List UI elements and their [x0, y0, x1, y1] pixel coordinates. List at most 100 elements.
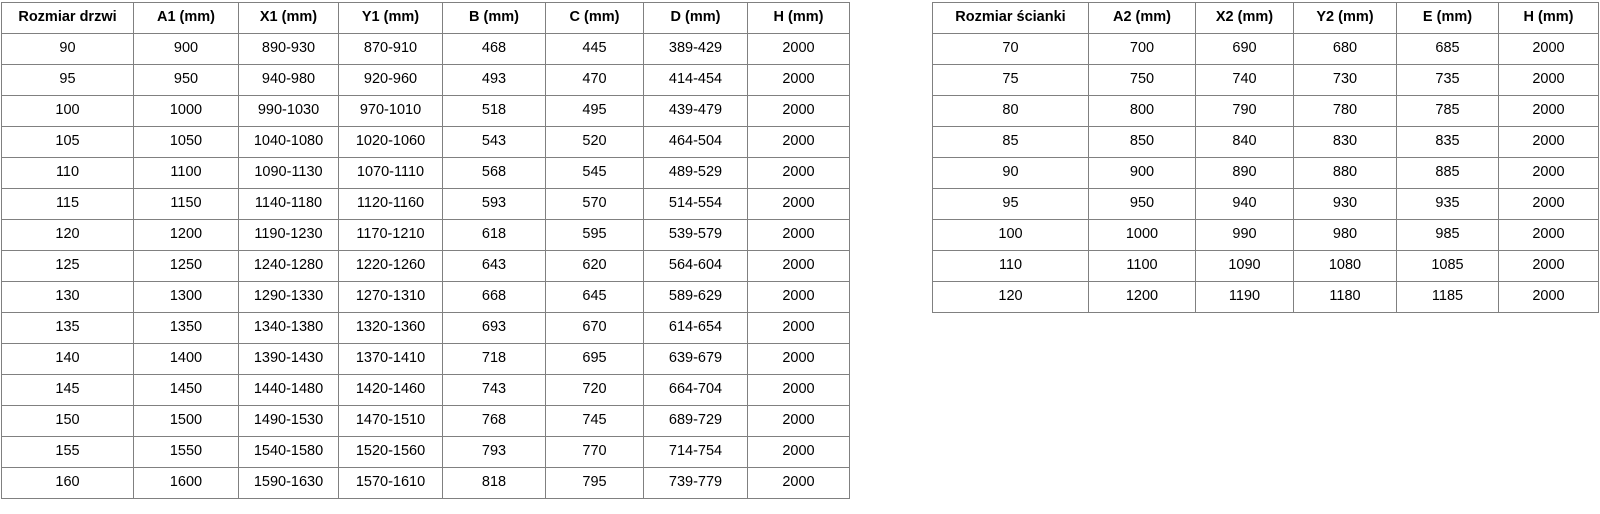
table-cell: 120	[1, 219, 134, 251]
table-row: 90 900 890-930 870-910 468 445 389-429 2000	[1, 33, 850, 65]
table-cell: 770	[545, 436, 644, 468]
table-cell: 115	[1, 188, 134, 220]
table-cell: 2000	[747, 64, 850, 96]
table-cell: 545	[545, 157, 644, 189]
table-cell: 2000	[747, 312, 850, 344]
table-cell: 690	[1195, 33, 1294, 65]
table-cell: 680	[1293, 33, 1397, 65]
column-header: Rozmiar ścianki	[932, 2, 1089, 34]
table-cell: 990	[1195, 219, 1294, 251]
table-cell: 595	[545, 219, 644, 251]
wall-table-body: 70 700 690 680 685 2000 75 750 740 730 735 2000 80 80…	[932, 33, 1599, 313]
table-cell: 685	[1396, 33, 1499, 65]
table-cell: 589-629	[643, 281, 748, 313]
table-cell: 1470-1510	[338, 405, 443, 437]
table-cell: 870-910	[338, 33, 443, 65]
table-cell: 1200	[133, 219, 239, 251]
table-row: 110 1100 1090 1080 1085 2000	[932, 250, 1599, 282]
table-cell: 614-654	[643, 312, 748, 344]
table-cell: 818	[442, 467, 546, 499]
table-cell: 693	[442, 312, 546, 344]
table-cell: 980	[1293, 219, 1397, 251]
column-header: B (mm)	[442, 2, 546, 34]
table-cell: 880	[1293, 157, 1397, 189]
table-cell: 985	[1396, 219, 1499, 251]
table-row: 90 900 890 880 885 2000	[932, 157, 1599, 189]
table-row: 85 850 840 830 835 2000	[932, 126, 1599, 158]
column-header: X2 (mm)	[1195, 2, 1294, 34]
column-header: Rozmiar drzwi	[1, 2, 134, 34]
table-cell: 1080	[1293, 250, 1397, 282]
table-cell: 1600	[133, 467, 239, 499]
door-dimension-table: Rozmiar drzwi A1 (mm) X1 (mm) Y1 (mm) B (mm)…	[1, 2, 850, 499]
table-row: 105 1050 1040-1080 1020-1060 543 520 464-504 20…	[1, 126, 850, 158]
table-cell: 100	[932, 219, 1089, 251]
table-cell: 1070-1110	[338, 157, 443, 189]
table-cell: 1090-1130	[238, 157, 339, 189]
wall-panel-dimension-table: Rozmiar ścianki A2 (mm) X2 (mm) Y2 (mm) E (m…	[932, 2, 1599, 313]
table-cell: 830	[1293, 126, 1397, 158]
table-cell: 1170-1210	[338, 219, 443, 251]
table-cell: 743	[442, 374, 546, 406]
table-cell: 1020-1060	[338, 126, 443, 158]
table-cell: 140	[1, 343, 134, 375]
column-header: Y2 (mm)	[1293, 2, 1397, 34]
table-cell: 1390-1430	[238, 343, 339, 375]
table-cell: 95	[932, 188, 1089, 220]
table-cell: 689-729	[643, 405, 748, 437]
table-cell: 2000	[747, 436, 850, 468]
table-cell: 493	[442, 64, 546, 96]
table-cell: 145	[1, 374, 134, 406]
table-cell: 1250	[133, 250, 239, 282]
table-row: 120 1200 1190-1230 1170-1210 618 595 539-579 20…	[1, 219, 850, 251]
table-cell: 1520-1560	[338, 436, 443, 468]
table-row: 125 1250 1240-1280 1220-1260 643 620 564-604 20…	[1, 250, 850, 282]
table-cell: 1320-1360	[338, 312, 443, 344]
table-cell: 489-529	[643, 157, 748, 189]
table-cell: 543	[442, 126, 546, 158]
table-cell: 1180	[1293, 281, 1397, 313]
table-cell: 800	[1088, 95, 1196, 127]
table-cell: 150	[1, 405, 134, 437]
table-cell: 1185	[1396, 281, 1499, 313]
column-header: E (mm)	[1396, 2, 1499, 34]
table-cell: 1040-1080	[238, 126, 339, 158]
table-cell: 1400	[133, 343, 239, 375]
table-cell: 2000	[747, 126, 850, 158]
table-cell: 714-754	[643, 436, 748, 468]
table-cell: 718	[442, 343, 546, 375]
table-cell: 2000	[1498, 33, 1599, 65]
table-cell: 935	[1396, 188, 1499, 220]
table-cell: 790	[1195, 95, 1294, 127]
table-cell: 468	[442, 33, 546, 65]
column-header: A1 (mm)	[133, 2, 239, 34]
table-cell: 900	[1088, 157, 1196, 189]
table-row: 130 1300 1290-1330 1270-1310 668 645 589-629 20…	[1, 281, 850, 313]
table-cell: 2000	[1498, 281, 1599, 313]
column-header: X1 (mm)	[238, 2, 339, 34]
table-cell: 1340-1380	[238, 312, 339, 344]
table-cell: 885	[1396, 157, 1499, 189]
table-cell: 1085	[1396, 250, 1499, 282]
table-header-row: Rozmiar ścianki A2 (mm) X2 (mm) Y2 (mm) E (m…	[932, 2, 1599, 34]
table-cell: 539-579	[643, 219, 748, 251]
table-cell: 90	[1, 33, 134, 65]
column-header: Y1 (mm)	[338, 2, 443, 34]
table-row: 145 1450 1440-1480 1420-1460 743 720 664-704 20…	[1, 374, 850, 406]
table-cell: 75	[932, 64, 1089, 96]
table-cell: 835	[1396, 126, 1499, 158]
table-cell: 130	[1, 281, 134, 313]
table-cell: 445	[545, 33, 644, 65]
column-header: C (mm)	[545, 2, 644, 34]
table-cell: 1370-1410	[338, 343, 443, 375]
table-cell: 780	[1293, 95, 1397, 127]
table-cell: 1350	[133, 312, 239, 344]
table-row: 120 1200 1190 1180 1185 2000	[932, 281, 1599, 313]
table-cell: 2000	[1498, 157, 1599, 189]
table-cell: 1420-1460	[338, 374, 443, 406]
table-cell: 414-454	[643, 64, 748, 96]
table-cell: 750	[1088, 64, 1196, 96]
table-cell: 618	[442, 219, 546, 251]
table-cell: 593	[442, 188, 546, 220]
